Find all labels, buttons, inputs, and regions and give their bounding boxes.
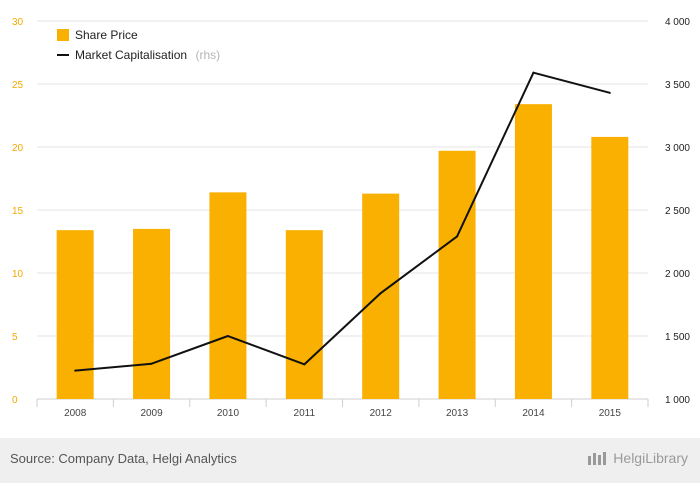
library-icon bbox=[588, 452, 607, 465]
right-tick-label: 1 500 bbox=[665, 332, 690, 343]
right-tick-label: 2 000 bbox=[665, 269, 690, 280]
share-price-bar bbox=[514, 104, 552, 399]
market-cap-point bbox=[379, 292, 382, 295]
brand-logo: HelgiLibrary bbox=[587, 450, 688, 466]
x-tick-label: 2011 bbox=[294, 408, 316, 419]
right-tick-label: 1 000 bbox=[665, 395, 690, 406]
left-tick-label: 5 bbox=[12, 332, 18, 343]
market-cap-point bbox=[150, 362, 153, 365]
market-cap-point bbox=[74, 369, 77, 372]
market-cap-series-line bbox=[75, 71, 611, 372]
share-price-bar bbox=[133, 228, 171, 399]
left-tick-label: 25 bbox=[12, 80, 24, 91]
legend-label-market-cap-suffix: (rhs) bbox=[196, 48, 221, 62]
share-price-bar bbox=[362, 193, 400, 399]
share-price-bars bbox=[56, 104, 629, 400]
legend-label-market-cap: Market Capitalisation (rhs) bbox=[75, 46, 220, 63]
x-tick-label: 2012 bbox=[370, 408, 393, 419]
share-price-bar bbox=[56, 230, 94, 399]
right-axis: 1 000 1 500 2 000 2 500 3 000 3 500 4 000 bbox=[665, 17, 690, 406]
legend-label-share-price: Share Price bbox=[75, 28, 138, 42]
left-tick-label: 10 bbox=[12, 269, 24, 280]
left-tick-label: 30 bbox=[12, 17, 24, 28]
right-tick-label: 3 000 bbox=[665, 143, 690, 154]
legend: Share Price Market Capitalisation (rhs) bbox=[57, 28, 220, 63]
legend-label-market-cap-name: Market Capitalisation bbox=[75, 48, 187, 62]
x-tick-label: 2015 bbox=[599, 408, 622, 419]
right-tick-label: 4 000 bbox=[665, 17, 690, 28]
legend-swatch-share-price bbox=[57, 29, 69, 41]
market-cap-point bbox=[303, 363, 306, 366]
left-tick-label: 0 bbox=[12, 395, 18, 406]
market-cap-point bbox=[608, 91, 611, 94]
left-tick-label: 15 bbox=[12, 206, 24, 217]
market-cap-point bbox=[456, 235, 459, 238]
market-cap-point bbox=[532, 71, 535, 74]
share-price-bar bbox=[438, 150, 476, 399]
source-text: Source: Company Data, Helgi Analytics bbox=[10, 451, 237, 466]
share-price-bar bbox=[209, 192, 247, 399]
left-axis: 0 5 10 15 20 25 30 bbox=[12, 17, 24, 406]
x-axis: 2008 2009 2010 2011 2012 2013 2014 2015 bbox=[36, 399, 649, 419]
x-tick-label: 2013 bbox=[446, 408, 469, 419]
footer: Source: Company Data, Helgi Analytics He… bbox=[0, 438, 700, 483]
left-tick-label: 20 bbox=[12, 143, 24, 154]
right-tick-label: 3 500 bbox=[665, 80, 690, 91]
share-price-bar bbox=[591, 136, 629, 400]
brand-name: HelgiLibrary bbox=[613, 450, 688, 466]
market-cap-point bbox=[226, 335, 229, 337]
x-tick-label: 2008 bbox=[64, 408, 87, 419]
x-tick-label: 2009 bbox=[140, 408, 163, 419]
market-cap-line bbox=[74, 71, 611, 372]
right-tick-label: 2 500 bbox=[665, 206, 690, 217]
x-tick-label: 2014 bbox=[522, 408, 545, 419]
share-price-bar bbox=[285, 230, 323, 399]
x-tick-label: 2010 bbox=[217, 408, 240, 419]
